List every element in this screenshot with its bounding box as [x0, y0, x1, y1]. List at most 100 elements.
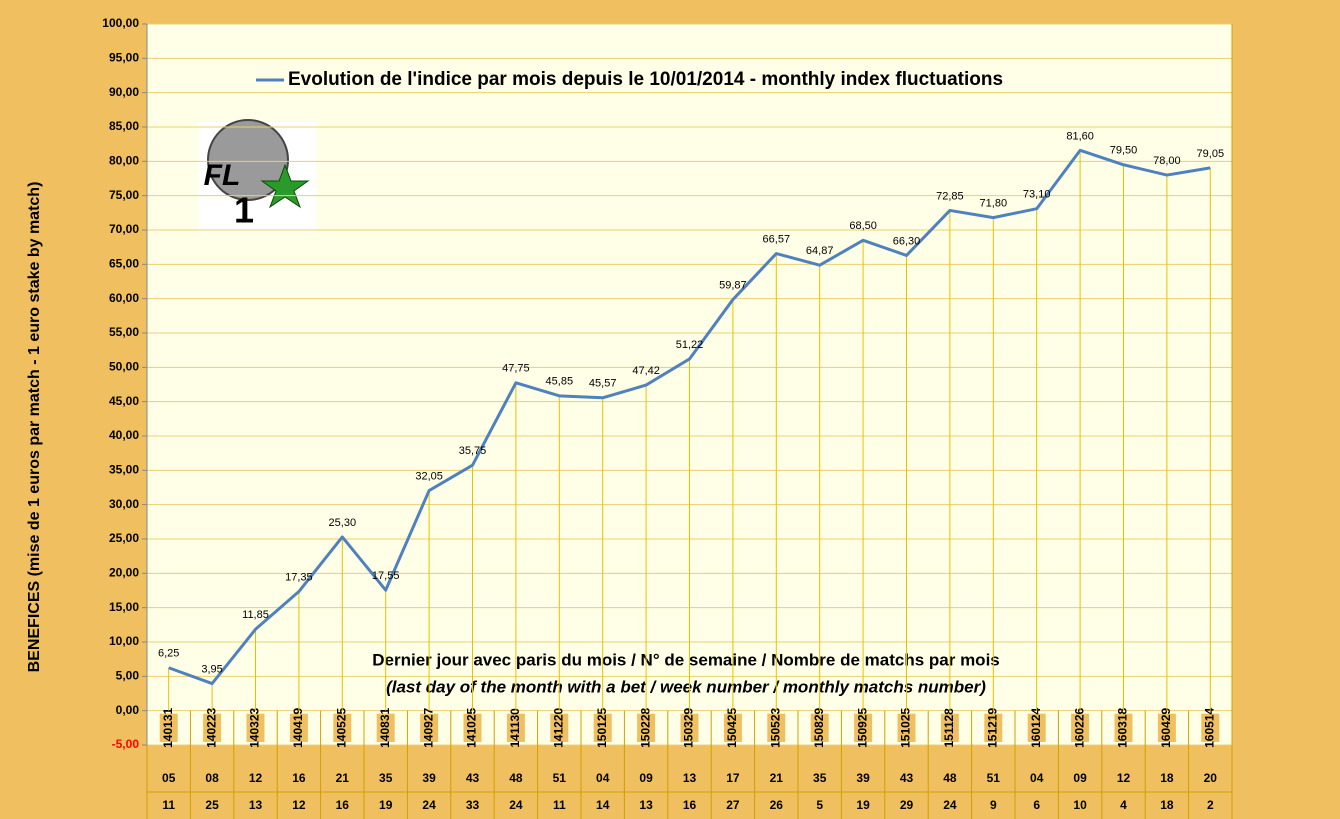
match-count: 24 [422, 798, 436, 812]
category-box [984, 713, 1003, 742]
category-box [680, 713, 699, 742]
data-label: 81,60 [1066, 130, 1094, 142]
category-box [333, 713, 352, 742]
data-label: 3,95 [201, 663, 222, 675]
y-tick-label: 0,00 [116, 703, 140, 717]
category-box [289, 713, 308, 742]
match-count: 6 [1033, 798, 1040, 812]
week-number: 21 [770, 771, 784, 785]
data-label: 35,75 [459, 445, 487, 457]
logo-text: 1 [234, 190, 254, 231]
week-number: 16 [292, 771, 306, 785]
data-label: 32,05 [415, 470, 443, 482]
y-tick-label: 35,00 [109, 463, 139, 477]
annotation: (last day of the month with a bet / week… [386, 677, 986, 696]
week-number: 17 [726, 771, 740, 785]
week-number: 08 [205, 771, 219, 785]
data-label: 47,42 [632, 365, 660, 377]
y-tick-label: 50,00 [109, 360, 139, 374]
week-number: 48 [509, 771, 523, 785]
category-box [810, 713, 829, 742]
x-tick-label: 150425 [725, 707, 739, 747]
category-box [1157, 713, 1176, 742]
data-label: 11,85 [242, 609, 269, 621]
x-tick-label: 150125 [595, 707, 609, 747]
week-number: 12 [1117, 771, 1131, 785]
match-count: 13 [639, 798, 653, 812]
x-tick-label: 160429 [1159, 707, 1173, 747]
match-count: 18 [1160, 798, 1174, 812]
category-box [420, 713, 439, 742]
data-label: 66,30 [893, 235, 921, 247]
match-count: 16 [683, 798, 697, 812]
logo: FL 1 [198, 119, 316, 232]
data-label: 45,85 [546, 376, 574, 388]
week-number: 21 [336, 771, 350, 785]
category-box [203, 713, 222, 742]
x-tick-label: 140223 [204, 707, 218, 747]
week-number: 04 [596, 771, 610, 785]
logo-text: FL [204, 159, 241, 192]
category-box [637, 713, 656, 742]
x-tick-label: 140927 [421, 707, 435, 747]
y-tick-label: 10,00 [109, 634, 139, 648]
x-tick-label: 150829 [812, 707, 826, 747]
y-tick-label: 40,00 [109, 428, 139, 442]
data-label: 66,57 [763, 233, 791, 245]
match-count: 19 [379, 798, 393, 812]
category-box [550, 713, 569, 742]
data-label: 79,50 [1110, 145, 1138, 157]
y-tick-label: 30,00 [109, 497, 139, 511]
x-tick-label: 141025 [465, 707, 479, 747]
category-box [506, 713, 525, 742]
data-label: 17,55 [372, 570, 400, 582]
y-tick-label: 85,00 [109, 119, 139, 133]
data-label: 59,87 [719, 279, 747, 291]
match-count: 2 [1207, 798, 1214, 812]
week-number: 39 [422, 771, 436, 785]
category-box [1201, 713, 1220, 742]
y-tick-label: 45,00 [109, 394, 139, 408]
match-count: 19 [856, 798, 870, 812]
y-tick-label: 25,00 [109, 531, 139, 545]
x-tick-label: 151219 [985, 707, 999, 747]
y-tick-label: 55,00 [109, 325, 139, 339]
match-count: 14 [596, 798, 610, 812]
match-count: 16 [336, 798, 350, 812]
annotation: Dernier jour avec paris du mois / N° de … [372, 650, 1000, 669]
match-count: 24 [943, 798, 957, 812]
x-tick-label: 140419 [291, 707, 305, 747]
y-tick-label: 60,00 [109, 291, 139, 305]
category-box [940, 713, 959, 742]
x-tick-label: 140323 [248, 707, 262, 747]
data-label: 72,85 [936, 190, 964, 202]
y-tick-label: 100,00 [102, 16, 139, 30]
match-count: 26 [770, 798, 784, 812]
x-tick-label: 160318 [1116, 707, 1130, 747]
category-box [593, 713, 612, 742]
match-count: 25 [205, 798, 219, 812]
week-number: 51 [553, 771, 567, 785]
match-count: 27 [726, 798, 740, 812]
week-number: 48 [943, 771, 957, 785]
week-number: 04 [1030, 771, 1044, 785]
week-number: 43 [466, 771, 480, 785]
x-tick-label: 160226 [1072, 707, 1086, 747]
data-label: 73,10 [1023, 189, 1051, 201]
x-tick-label: 150925 [855, 707, 869, 747]
category-box [1071, 713, 1090, 742]
match-count: 4 [1120, 798, 1127, 812]
category-box [463, 713, 482, 742]
legend-label: Evolution de l'indice par mois depuis le… [288, 69, 1003, 90]
week-number: 20 [1204, 771, 1218, 785]
week-number: 09 [1073, 771, 1087, 785]
x-tick-label: 150523 [768, 707, 782, 747]
series-line [168, 148, 1211, 686]
category-box [854, 713, 873, 742]
match-count: 9 [990, 798, 997, 812]
week-number: 43 [900, 771, 914, 785]
y-tick-label: 95,00 [109, 51, 139, 65]
data-label: 78,00 [1153, 155, 1181, 167]
data-label: 17,35 [285, 571, 313, 583]
